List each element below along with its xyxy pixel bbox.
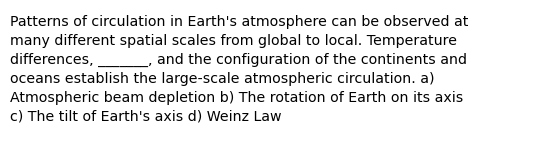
Text: Patterns of circulation in Earth's atmosphere can be observed at
many different : Patterns of circulation in Earth's atmos… <box>10 15 468 124</box>
